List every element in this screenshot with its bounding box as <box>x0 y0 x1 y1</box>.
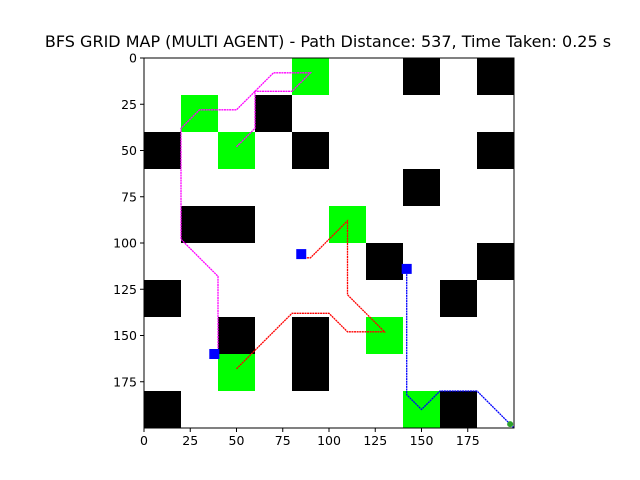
cells-layer <box>144 58 514 428</box>
goal-cell <box>218 132 255 169</box>
ticks-layer: 0 25 50 75 100 125 150 175 0 25 50 75 100 125 150 175 <box>113 51 480 449</box>
start-marker <box>401 263 412 274</box>
y-tick-label: 0 <box>129 51 137 66</box>
obstacle-cell <box>440 280 477 317</box>
start-marker <box>296 249 307 260</box>
obstacle-cell <box>144 280 181 317</box>
goal-cell <box>218 354 255 391</box>
obstacle-cell <box>218 206 255 243</box>
x-tick-label: 100 <box>317 433 341 448</box>
x-tick-label: 50 <box>229 433 245 448</box>
x-tick-label: 75 <box>275 433 291 448</box>
y-tick-label: 25 <box>121 97 137 112</box>
x-tick-label: 150 <box>410 433 434 448</box>
y-tick-label: 50 <box>121 143 137 158</box>
obstacle-cell <box>144 132 181 169</box>
goal-cell <box>181 95 218 132</box>
obstacle-cell <box>440 391 477 428</box>
obstacle-cell <box>403 58 440 95</box>
x-tick-label: 175 <box>456 433 480 448</box>
chart-title: BFS GRID MAP (MULTI AGENT) - Path Distan… <box>44 32 612 51</box>
y-tick-label: 175 <box>113 374 137 389</box>
y-tick-label: 100 <box>113 236 137 251</box>
agent-path <box>406 268 515 429</box>
y-tick-label: 75 <box>121 189 137 204</box>
paths-layer <box>180 72 515 429</box>
start-marker <box>209 349 220 359</box>
goal-cell <box>329 206 366 243</box>
obstacle-cell <box>366 243 403 280</box>
markers-layer <box>209 249 514 428</box>
goal-cell <box>292 58 329 95</box>
y-tick-label: 150 <box>113 328 137 343</box>
obstacle-cell <box>477 132 514 169</box>
obstacle-cell <box>218 317 255 354</box>
x-tick-label: 125 <box>363 433 387 448</box>
obstacle-cell <box>144 391 181 428</box>
obstacle-cell <box>292 132 329 169</box>
obstacle-cell <box>255 95 292 132</box>
obstacle-cell <box>477 243 514 280</box>
goal-cell <box>366 317 403 354</box>
obstacle-cell <box>403 169 440 206</box>
obstacle-cell <box>292 317 329 354</box>
agent-path <box>236 219 387 370</box>
y-tick-label: 125 <box>113 282 137 297</box>
agent-path <box>180 72 313 351</box>
x-tick-label: 25 <box>182 433 198 448</box>
obstacle-cell <box>477 58 514 95</box>
x-tick-label: 0 <box>140 433 148 448</box>
obstacle-cell <box>292 354 329 391</box>
end-point-marker <box>507 421 514 428</box>
obstacle-cell <box>181 206 218 243</box>
